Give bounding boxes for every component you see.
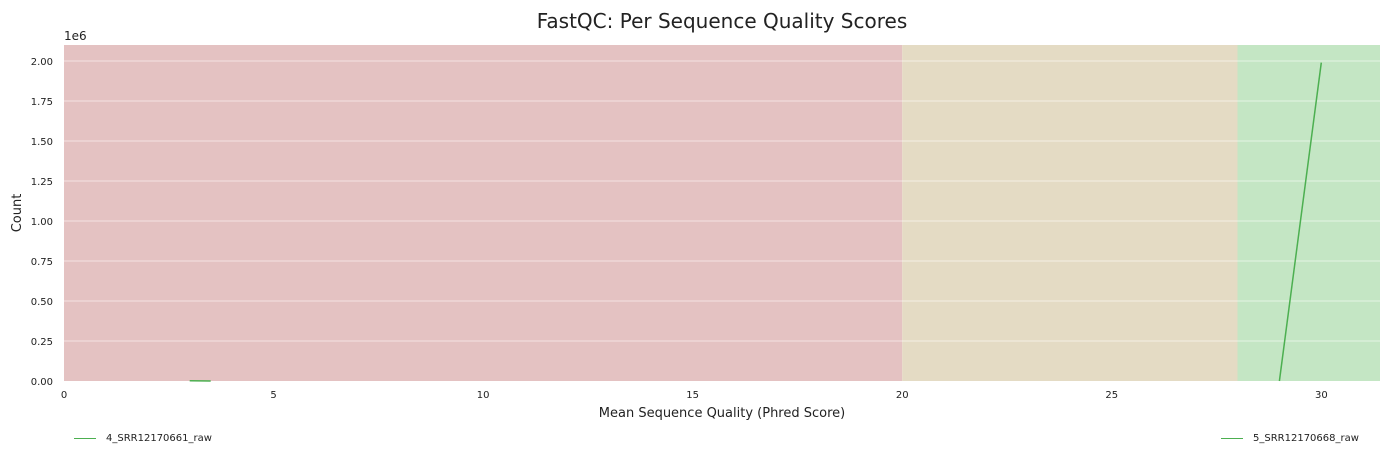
x-tick-label: 10 (477, 390, 490, 401)
y-tick-label: 1.00 (31, 217, 53, 228)
legend-item-series-1[interactable]: 4_SRR12170661_raw (74, 433, 212, 444)
legend-label: 5_SRR12170668_raw (1253, 433, 1359, 444)
y-tick-label: 1.50 (31, 137, 53, 148)
legend-label: 4_SRR12170661_raw (106, 433, 212, 444)
x-tick-label: 5 (270, 390, 276, 401)
chart-title: FastQC: Per Sequence Quality Scores (537, 9, 908, 33)
band-warn (902, 45, 1238, 381)
band-fail (64, 45, 903, 381)
legend-line-swatch (74, 438, 96, 439)
y-tick-label: 1.25 (31, 177, 53, 188)
series-line-2 (1278, 62, 1323, 382)
y-tick-label: 1.75 (31, 97, 53, 108)
legend-item-series-2[interactable]: 5_SRR12170668_raw (1221, 433, 1359, 444)
x-tick-label: 20 (896, 390, 909, 401)
band-pass (1237, 45, 1380, 381)
x-tick-label: 0 (61, 390, 67, 401)
legend-line-swatch (1221, 438, 1243, 439)
y-tick-label: 0.50 (31, 297, 53, 308)
x-axis-label: Mean Sequence Quality (Phred Score) (599, 406, 845, 421)
y-tick-label: 2.00 (31, 57, 53, 68)
x-tick-label: 30 (1315, 390, 1328, 401)
y-tick-label: 0.75 (31, 257, 53, 268)
y-tick-label: 0.25 (31, 337, 53, 348)
y-axis-label: Count (10, 194, 25, 233)
x-tick-label: 15 (686, 390, 699, 401)
y-tick-label: 0.00 (31, 377, 53, 388)
x-tick-label: 25 (1105, 390, 1118, 401)
y-offset-label: 1e6 (64, 29, 87, 43)
